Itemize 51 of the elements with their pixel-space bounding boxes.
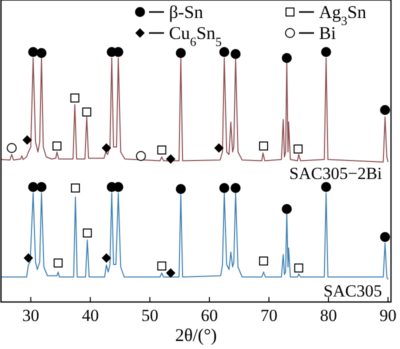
x-tick-label: 50 — [141, 306, 158, 325]
point — [36, 182, 46, 192]
point — [214, 144, 224, 152]
point — [6, 143, 17, 153]
point — [294, 264, 304, 272]
point — [36, 48, 46, 58]
point — [102, 144, 111, 152]
point — [157, 146, 166, 154]
x-tick-label: 60 — [200, 306, 218, 325]
point — [294, 144, 303, 154]
point — [380, 232, 390, 242]
point — [219, 47, 230, 57]
point — [282, 53, 292, 63]
point — [28, 182, 38, 192]
point — [176, 184, 186, 194]
point — [52, 142, 62, 150]
point — [166, 154, 176, 164]
point — [28, 47, 38, 57]
legend-label: Cu$_{6}$Sn$_{5}$ — [169, 23, 222, 49]
legend-label: β-Sn — [169, 2, 204, 22]
point — [282, 204, 292, 214]
point — [113, 182, 124, 192]
point — [70, 184, 80, 192]
point — [219, 183, 230, 193]
point — [82, 108, 92, 116]
point — [102, 254, 111, 262]
point — [82, 228, 92, 238]
x-tick-label: 80 — [320, 306, 337, 325]
point — [259, 142, 268, 150]
point — [230, 183, 241, 193]
x-tick-label: 40 — [82, 306, 99, 325]
point — [321, 47, 332, 57]
series-label: SAC305 — [323, 282, 382, 300]
series-label: SAC305−2Bi — [289, 164, 382, 183]
point — [380, 105, 390, 115]
x-axis-title: 2θ/(°) — [175, 325, 217, 345]
point — [157, 262, 166, 270]
x-tick-label: 30 — [22, 306, 40, 325]
point — [136, 151, 146, 161]
point — [22, 136, 32, 144]
point — [176, 48, 186, 58]
point — [166, 268, 176, 278]
point — [70, 94, 80, 102]
point — [54, 258, 63, 268]
point — [230, 49, 241, 59]
x-tick-label: 90 — [380, 306, 397, 325]
x-tick-label: 70 — [260, 306, 278, 325]
point — [321, 182, 332, 192]
point — [24, 254, 33, 262]
point — [113, 47, 124, 57]
point — [259, 256, 268, 266]
